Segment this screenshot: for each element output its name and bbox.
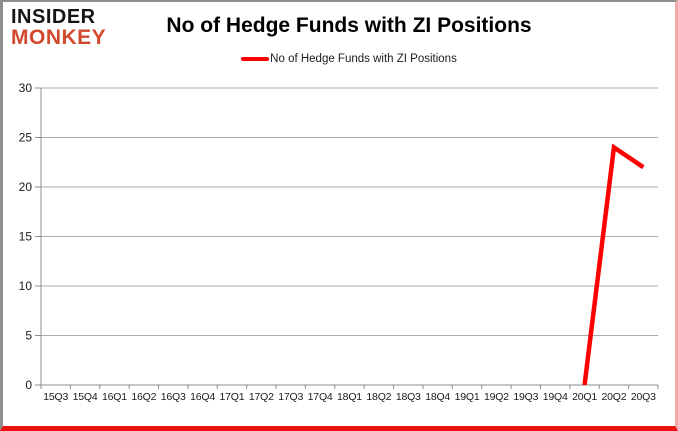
line-chart: 0 5 10 15 20 25 30 15Q3 15Q4 16Q1 16Q2 16Q3 16Q4 17Q1… xyxy=(19,81,659,403)
x-axis-tick-label: 19Q1 xyxy=(455,391,480,403)
x-axis-tick-label: 18Q1 xyxy=(337,391,362,403)
y-axis-tick-label: 20 xyxy=(19,180,33,194)
x-axis-tick-label: 16Q2 xyxy=(131,391,156,403)
legend-line-marker xyxy=(241,57,270,61)
x-axis-tick-label: 19Q2 xyxy=(484,391,509,403)
x-axis-tick-label: 16Q3 xyxy=(161,391,186,403)
legend-series-label: No of Hedge Funds with ZI Positions xyxy=(270,53,457,65)
y-axis-tick-label: 30 xyxy=(19,81,33,95)
x-axis-tick-label: 19Q3 xyxy=(513,391,538,403)
x-axis-tick-label: 17Q2 xyxy=(249,391,274,403)
x-axis-tick-label: 18Q3 xyxy=(396,391,421,403)
x-axis-tick-label: 20Q2 xyxy=(601,391,626,403)
logo-monkey-text: MONKEY xyxy=(11,26,107,49)
y-axis-tick-label: 0 xyxy=(25,378,32,392)
x-axis-tick-label: 17Q1 xyxy=(220,391,245,403)
y-axis-tick-label: 25 xyxy=(19,131,33,145)
insider-monkey-logo: INSIDER MONKEY xyxy=(11,6,107,49)
logo-insider-text: INSIDER xyxy=(11,6,96,28)
chart-title: No of Hedge Funds with ZI Positions xyxy=(166,14,532,37)
legend: No of Hedge Funds with ZI Positions xyxy=(43,53,655,65)
x-axis-tick-label: 18Q4 xyxy=(425,391,450,403)
x-axis-tick-label: 17Q4 xyxy=(308,391,333,403)
x-axis-tick-label: 17Q3 xyxy=(278,391,303,403)
y-axis-tick-label: 10 xyxy=(19,279,33,293)
x-axis-tick-label: 19Q4 xyxy=(543,391,568,403)
x-axis-tick-label: 16Q1 xyxy=(102,391,127,403)
x-axis-tick-label: 20Q1 xyxy=(572,391,597,403)
x-axis-tick-label: 18Q2 xyxy=(366,391,391,403)
x-axis-tick-label: 15Q4 xyxy=(73,391,98,403)
x-axis-tick-label: 16Q4 xyxy=(190,391,215,403)
x-axis-tick-label: 15Q3 xyxy=(43,391,68,403)
series-line-zi-positions xyxy=(582,143,645,386)
y-axis-tick-label: 5 xyxy=(25,329,32,343)
x-axis-tick-label: 20Q3 xyxy=(631,391,656,403)
y-axis-tick-label: 15 xyxy=(19,230,33,244)
